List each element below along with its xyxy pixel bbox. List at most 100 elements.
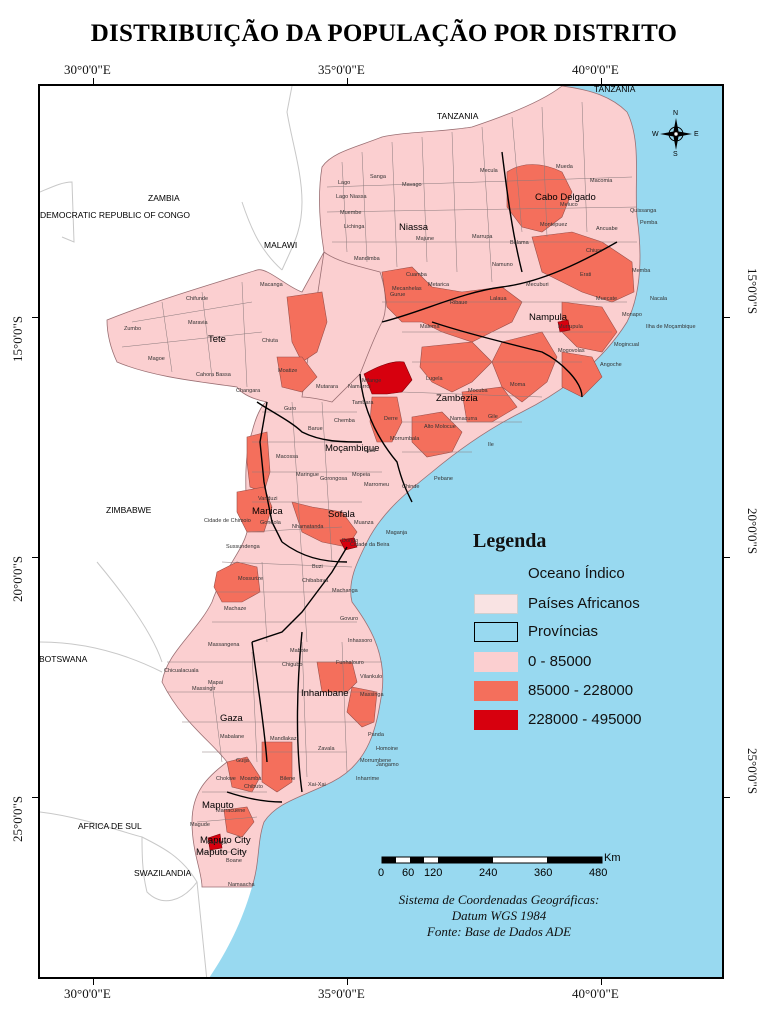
lon-label-bottom-35: 35°0'0"E (318, 986, 365, 1001)
legend-swatch (474, 710, 518, 730)
district-label: Malema (420, 324, 440, 330)
district-label: Mapai (208, 680, 223, 686)
district-label: Marrupa (472, 234, 493, 240)
district-label: Moatize (278, 368, 298, 374)
district-label: Chicualacuala (164, 668, 199, 674)
district-label: Boane (226, 858, 242, 864)
district-label: Ribaue (450, 300, 468, 306)
tick-bottom-30 (93, 979, 94, 985)
district-label: Homoine (376, 746, 399, 752)
district-label: Mandlakazi (270, 736, 298, 742)
scale-240: 240 (479, 867, 498, 879)
district-label: Chiure (586, 248, 603, 254)
district-label: Chifunde (186, 296, 209, 302)
district-label: Caia (364, 448, 376, 454)
country-label-zambia: ZAMBIA (148, 193, 180, 203)
district-label: Erati (580, 272, 592, 278)
districts-228000-495000 (207, 319, 571, 851)
district-label: Chokwe (216, 776, 236, 782)
district-label: Milange (362, 378, 382, 384)
lon-label-bottom-30: 30°0'0"E (64, 986, 111, 1001)
district-label: Barue (308, 426, 323, 432)
country-label-tanzania: TANZANIA (437, 111, 479, 121)
district-label: Gorongosa (320, 476, 348, 482)
district-label: Ancuabe (596, 226, 618, 232)
district-label: Massinga (360, 692, 384, 698)
district-label: Mabote (290, 648, 309, 654)
district-label: Quissanga (630, 208, 657, 214)
lat-label-right-20: 20°0'0"S (745, 508, 760, 555)
country-label-zimbabwe: ZIMBABWE (106, 505, 152, 515)
district-label: Montepuez (540, 222, 568, 228)
country-label-tanzania-ne: TANZANIA (594, 84, 636, 94)
district-label: Lalaua (490, 296, 507, 302)
tick-top-35 (347, 78, 348, 84)
district-label: Xai-Xai (308, 782, 326, 788)
district-label: Mutarara (316, 384, 339, 390)
scale-0: 0 (378, 867, 385, 879)
map-canvas[interactable] (40, 86, 724, 979)
district-label: Angoche (600, 362, 622, 368)
district-label: Marromeu (364, 482, 390, 488)
district-label: Dondo (342, 538, 359, 544)
district-label: Namacurra (450, 416, 478, 422)
district-label: Maringue (296, 472, 319, 478)
district-label: Machanga (332, 588, 358, 594)
district-label: Mopeia (352, 472, 371, 478)
legend-swatch (474, 652, 518, 672)
lon-label-top-30: 30°0'0"E (64, 62, 111, 77)
tick-left-25 (32, 797, 38, 798)
district-label: Gondola (260, 520, 281, 526)
district-label: Machaze (224, 606, 247, 612)
scale-unit: Km (604, 852, 621, 864)
compass-rose-icon (660, 118, 692, 150)
district-label: Maravia (188, 320, 208, 326)
district-label: Jangamo (376, 762, 399, 768)
district-label: Lichinga (344, 224, 365, 230)
district-label: Zumbo (124, 326, 142, 332)
province-label-cabo-delgado: Cabo Delgado (535, 192, 596, 203)
district-label: Chibabava (302, 578, 329, 584)
province-label-maputo-city-2: Maputo City (196, 847, 247, 858)
district-label: Mecuburi (526, 282, 549, 288)
district-label: Chiuta (262, 338, 278, 344)
tick-top-40 (601, 78, 602, 84)
district-label: Namaacha (228, 882, 255, 888)
legend-label: Oceano Índico (528, 565, 625, 582)
legend-label: Países Africanos (528, 595, 640, 612)
district-label: Funhalouro (336, 660, 364, 666)
credits-line-3: Fonte: Base de Dados ADE (426, 924, 572, 939)
country-label-swaziland: SWAZILANDIA (134, 868, 192, 878)
compass-e: E (694, 131, 699, 138)
scale-480: 480 (589, 867, 608, 879)
district-label: Inhassoro (348, 638, 373, 644)
district-label: Lago Niassa (336, 194, 367, 200)
district-label: Nacala (650, 296, 668, 302)
district-label: Marracuene (216, 808, 246, 814)
district-label: Majune (416, 236, 435, 242)
district-label: Murrupula (558, 324, 583, 330)
district-label: Muecate (596, 296, 618, 302)
map-frame[interactable]: TANZANIA TANZANIA ZAMBIA DEMOCRATIC REPU… (38, 84, 724, 979)
tick-left-15 (32, 317, 38, 318)
indian-ocean (209, 86, 722, 977)
district-label: Mavago (402, 182, 422, 188)
district-label: Morrumbene (360, 758, 392, 764)
tick-bottom-40 (601, 979, 602, 985)
province-label-zambezia: Zambezia (436, 393, 478, 404)
district-label: Bilene (280, 776, 296, 782)
district-label: Metarica (428, 282, 450, 288)
map-credits: Sistema de Coordenadas Geográficas: Datu… (340, 892, 658, 940)
district-label: Vanduzi (258, 496, 278, 502)
map-title: DISTRIBUIÇÃO DA POPULAÇÃO POR DISTRITO (90, 20, 678, 47)
district-label: Mocuba (468, 388, 488, 394)
district-label: Lago (338, 180, 351, 186)
scale-bar (381, 856, 603, 864)
district-label: Meluco (560, 202, 578, 208)
district-label: Mossurize (238, 576, 264, 582)
district-label: Chigubo (282, 662, 303, 668)
province-label-sofala: Sofala (328, 509, 355, 520)
district-label: Lugela (426, 376, 443, 382)
lat-label-right-25: 25°0'0"S (745, 748, 760, 795)
district-label: Derre (384, 416, 398, 422)
